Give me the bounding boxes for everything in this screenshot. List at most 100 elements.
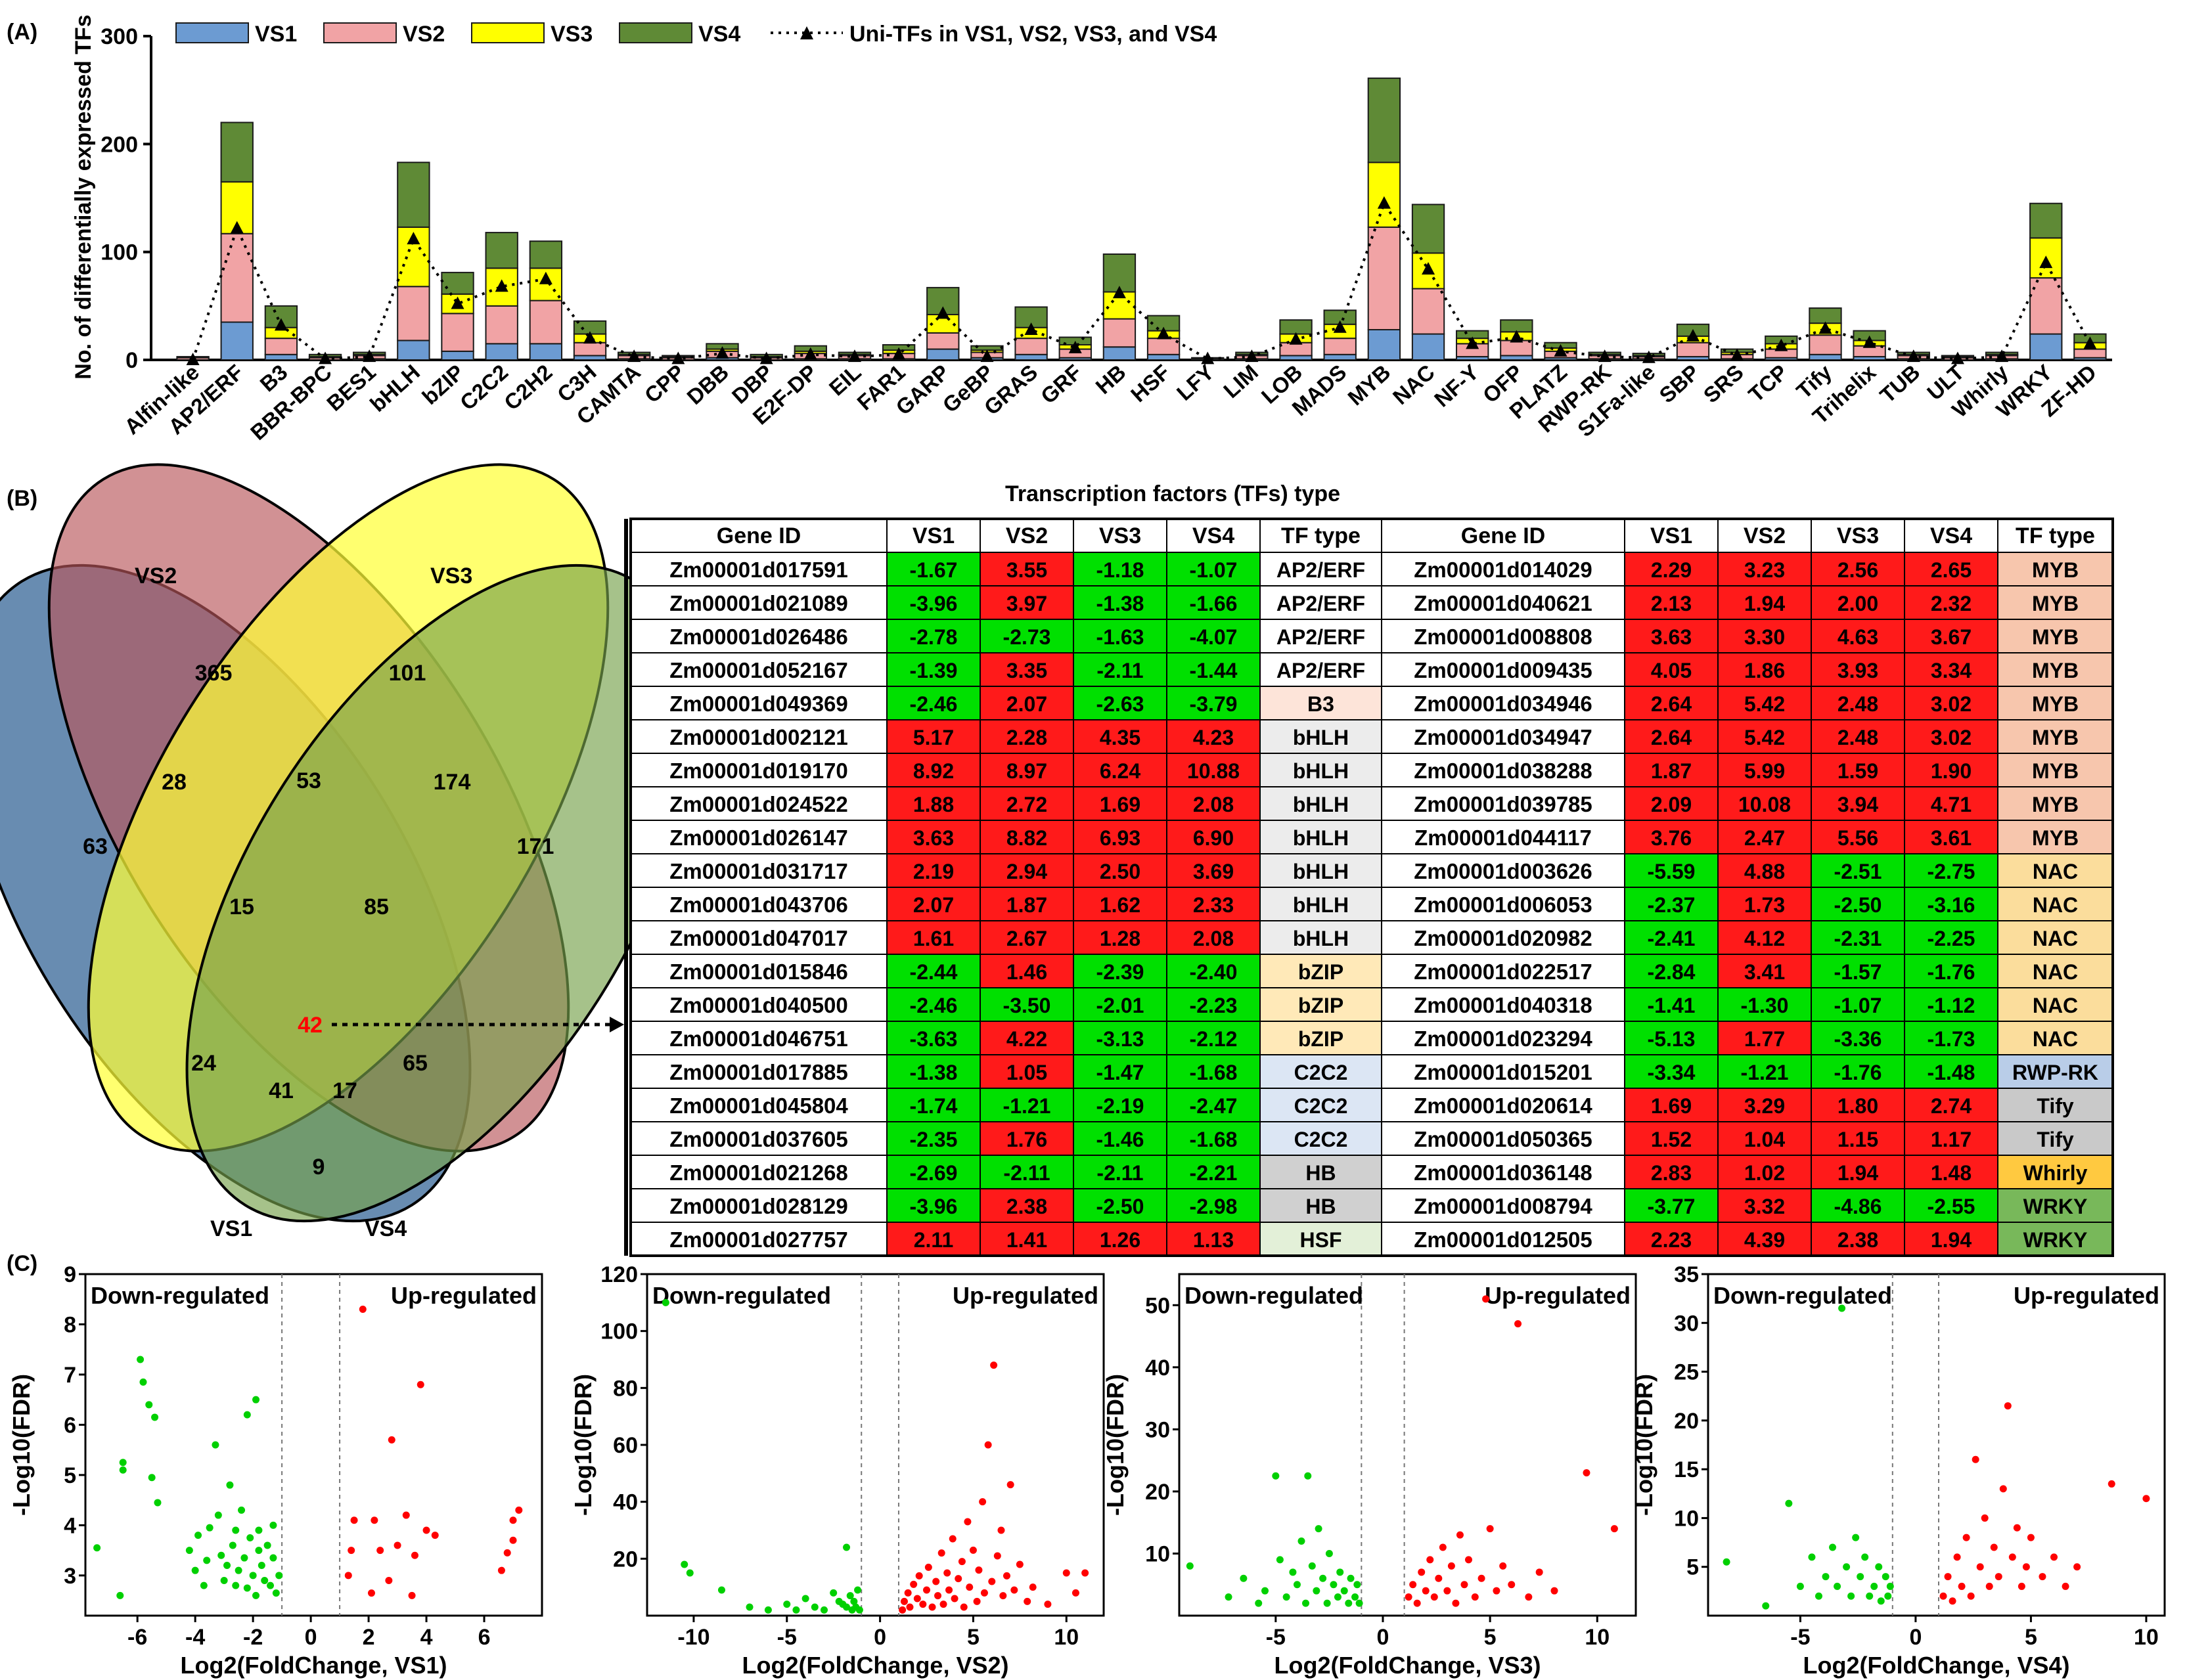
bar-vs1	[2029, 333, 2063, 361]
point-up	[1939, 1592, 1947, 1600]
uni-tfs-marker	[1862, 335, 1876, 348]
tf-type-cell	[1259, 1222, 1382, 1256]
tf-type-text: MYB	[2032, 659, 2079, 682]
tf-type-text: NAC	[2033, 960, 2078, 984]
legend: VS1 VS2 VS3 VS4 Uni-TFs in VS1, VS2, VS3, an…	[175, 22, 1217, 47]
point-up	[999, 1592, 1007, 1600]
y-tick-label: 6	[64, 1413, 76, 1438]
x-tick-label: -4	[185, 1625, 205, 1650]
value-text: -3.16	[1928, 893, 1975, 917]
value-cell	[1904, 887, 1998, 921]
x-tick-label: DBB	[682, 360, 733, 409]
uni-tfs-marker	[2083, 336, 2097, 349]
venn-diagram: VS2 VS3 VS1 VS4 63 365 101 171 28 53 174…	[0, 463, 695, 1241]
value-text: 1.69	[1651, 1094, 1692, 1118]
tf-type-cell	[1259, 552, 1382, 586]
point-down	[1875, 1563, 1883, 1571]
value-cell	[1811, 1088, 1905, 1122]
point-down	[232, 1526, 240, 1534]
legend-swatch-vs1	[175, 22, 249, 43]
tf-type-cell	[1259, 920, 1382, 955]
point-up	[1972, 1455, 1979, 1463]
value-cell	[1717, 786, 1812, 821]
value-text: 1.77	[1744, 1027, 1785, 1051]
gene-id-cell	[1381, 1121, 1625, 1156]
tf-type-cell	[1997, 1121, 2113, 1156]
value-text: -3.77	[1648, 1195, 1696, 1218]
tf-type-text: bHLH	[1293, 927, 1349, 950]
value-cell	[886, 1188, 981, 1223]
uni-tfs-marker	[1112, 286, 1126, 299]
gene-id-text: Zm00001d046751	[669, 1027, 848, 1051]
point-up	[949, 1535, 957, 1543]
point-down	[1834, 1582, 1841, 1590]
point-down	[137, 1356, 145, 1363]
tf-type-cell	[1259, 619, 1382, 653]
venn-count-vs1-only: 63	[83, 834, 108, 859]
point-up	[951, 1595, 958, 1603]
annotation-down: Down-regulated	[652, 1282, 831, 1309]
value-text: 2.48	[1838, 692, 1878, 716]
point-up	[1003, 1572, 1010, 1580]
venn-count-vs1-vs3-vs4: 41	[269, 1078, 294, 1103]
point-up	[367, 1589, 375, 1597]
tf-type-cell	[1997, 552, 2113, 586]
point-down	[1304, 1472, 1312, 1480]
point-up	[1071, 1589, 1079, 1597]
uni-tfs-marker	[1950, 351, 1964, 365]
point-down	[1225, 1593, 1232, 1601]
gene-id-text: Zm00001d043706	[669, 893, 848, 917]
gene-id-text: Zm00001d008808	[1414, 625, 1592, 649]
value-cell	[1624, 786, 1719, 821]
point-down	[220, 1576, 228, 1584]
point-up	[1583, 1469, 1590, 1477]
tf-type-text: B3	[1307, 692, 1334, 716]
point-down	[1240, 1574, 1248, 1582]
value-cell	[980, 652, 1074, 687]
value-cell	[1904, 1121, 1998, 1156]
point-up	[906, 1603, 914, 1611]
y-tick-label: 20	[1145, 1480, 1170, 1505]
point-up	[1976, 1563, 1984, 1571]
point-up	[939, 1601, 947, 1608]
point-down	[1336, 1568, 1344, 1576]
value-text: 8.82	[1006, 826, 1047, 850]
x-tick-label: 10	[1585, 1625, 1610, 1650]
point-down	[843, 1543, 851, 1551]
point-up	[915, 1572, 923, 1580]
value-text: -2.21	[1190, 1161, 1238, 1185]
tf-type-cell	[1259, 954, 1382, 988]
value-text: -1.68	[1190, 1061, 1238, 1084]
point-up	[2008, 1553, 2016, 1561]
value-text: 1.86	[1744, 659, 1785, 682]
value-text: -1.76	[1834, 1061, 1882, 1084]
x-axis-title: Log2(FoldChange, VS1)	[180, 1652, 447, 1679]
value-text: -2.84	[1648, 960, 1696, 984]
tf-type-text: HB	[1305, 1161, 1336, 1185]
y-axis-title: -Log10(FDR)	[1631, 1374, 1657, 1516]
gene-id-cell	[630, 1188, 888, 1223]
venn-count-vs2-vs3: 53	[296, 768, 321, 793]
point-up	[1405, 1593, 1412, 1601]
point-down	[191, 1566, 199, 1574]
value-cell	[1073, 887, 1167, 921]
bar-vs1	[485, 343, 518, 361]
tf-type-text: bHLH	[1293, 793, 1349, 816]
point-up	[1010, 1586, 1018, 1594]
gene-id-text: Zm00001d027757	[669, 1227, 848, 1252]
value-text: -2.31	[1834, 927, 1882, 950]
tf-type-text: bHLH	[1293, 893, 1349, 917]
gene-id-text: Zm00001d028129	[669, 1194, 848, 1218]
value-cell	[1717, 719, 1812, 754]
value-text: 4.23	[1193, 726, 1234, 749]
point-up	[394, 1541, 401, 1549]
uni-tfs-marker	[407, 231, 420, 244]
value-text: -1.21	[1741, 1061, 1789, 1084]
x-tick-label: NAC	[1388, 360, 1439, 409]
y-tick-label: 15	[1674, 1457, 1699, 1482]
uni-tfs-marker	[803, 347, 817, 360]
tf-type-text: WRKY	[2023, 1228, 2088, 1252]
tf-type-cell	[1259, 719, 1382, 754]
venn-label-vs3: VS3	[430, 564, 472, 588]
value-cell	[1073, 619, 1167, 653]
